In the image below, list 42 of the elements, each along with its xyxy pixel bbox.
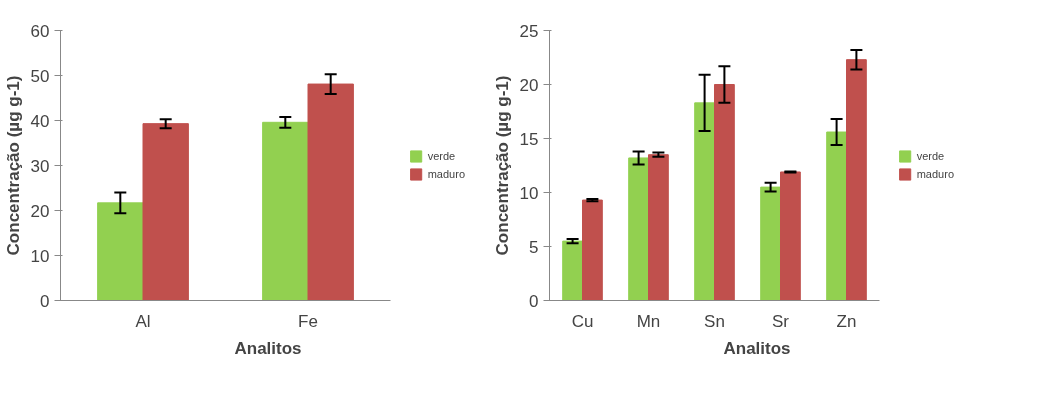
- bar: [582, 199, 603, 301]
- x-tick-label: Sr: [772, 311, 790, 331]
- y-tick-label: 10: [519, 183, 539, 203]
- bar: [780, 171, 801, 301]
- legend-label: verde: [427, 150, 456, 162]
- x-tick-label: Al: [135, 311, 151, 331]
- x-tick-label: Fe: [298, 311, 318, 331]
- x-tick-label: Cu: [571, 311, 594, 331]
- bar: [307, 83, 354, 301]
- y-tick-label: 20: [30, 201, 50, 221]
- legend-label: verde: [916, 150, 945, 162]
- y-axis-title: Concentração (µg g-1): [3, 75, 23, 256]
- y-tick-label: 60: [30, 21, 50, 41]
- x-tick-label: Sn: [704, 311, 725, 331]
- x-axis-title: Analitos: [723, 338, 791, 358]
- legend-label: maduro: [916, 168, 954, 180]
- bar: [97, 202, 144, 301]
- x-tick-label: Zn: [836, 311, 857, 331]
- bar: [760, 186, 781, 301]
- bar: [826, 131, 847, 301]
- y-tick-label: 30: [30, 156, 50, 176]
- bar: [628, 157, 649, 301]
- legend-label: maduro: [427, 168, 465, 180]
- y-tick-label: 50: [30, 66, 50, 86]
- y-tick-label: 25: [519, 21, 539, 41]
- bar: [694, 102, 715, 301]
- y-tick-label: 40: [30, 111, 50, 131]
- y-tick-label: 5: [529, 237, 539, 257]
- y-tick-label: 15: [519, 129, 539, 149]
- y-axis-title: Concentração (µg g-1): [492, 75, 512, 256]
- bar: [562, 240, 583, 301]
- y-tick-label: 20: [519, 75, 539, 95]
- x-tick-label: Mn: [636, 311, 661, 331]
- x-axis-title: Analitos: [234, 338, 302, 358]
- y-tick-label: 10: [30, 246, 50, 266]
- bar: [714, 84, 735, 301]
- bar: [262, 121, 309, 301]
- bar: [648, 154, 669, 301]
- y-tick-label: 0: [529, 291, 539, 311]
- bar: [142, 123, 189, 301]
- bar: [846, 59, 867, 301]
- y-tick-label: 0: [40, 291, 50, 311]
